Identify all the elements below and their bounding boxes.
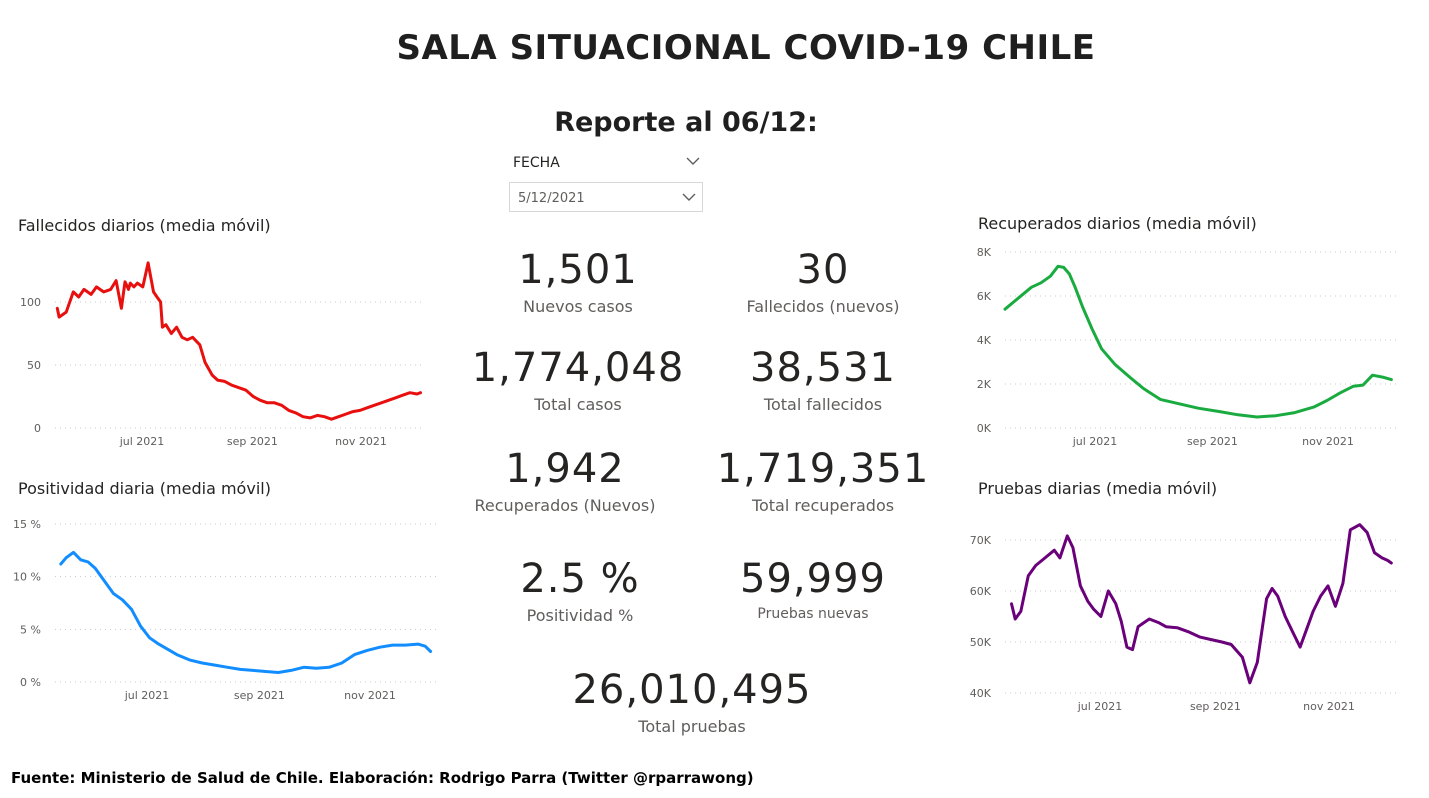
fecha-dropdown[interactable]: 5/12/2021 [509, 182, 703, 212]
y-tick-label: 0 % [20, 676, 41, 689]
kpi-value: 30 [796, 247, 850, 293]
kpi-value: 1,942 [505, 446, 625, 492]
report-date-subtitle: Reporte al 06/12: [554, 107, 818, 138]
x-tick-label: nov 2021 [1302, 435, 1354, 448]
kpi-positividad: 2.5 % Positividad % [470, 556, 690, 625]
kpi-fallecidos-nuevos: 30 Fallecidos (nuevos) [713, 247, 933, 316]
x-tick-label: jul 2021 [124, 689, 170, 702]
y-tick-label: 2K [977, 378, 992, 391]
x-tick-label: sep 2021 [1187, 435, 1238, 448]
y-tick-label: 4K [977, 334, 992, 347]
kpi-label: Pruebas nuevas [757, 606, 869, 622]
kpi-label: Positividad % [526, 606, 634, 625]
x-tick-label: sep 2021 [234, 689, 285, 702]
kpi-recuperados-nuevos: 1,942 Recuperados (Nuevos) [455, 446, 675, 515]
chevron-down-icon[interactable] [684, 152, 702, 170]
kpi-label: Total fallecidos [763, 395, 883, 414]
chart-title-fallecidos: Fallecidos diarios (media móvil) [18, 216, 271, 235]
y-tick-label: 40K [970, 687, 992, 700]
x-tick-label: sep 2021 [227, 435, 278, 448]
series-line[interactable] [55, 261, 422, 421]
kpi-total-pruebas: 26,010,495 Total pruebas [552, 667, 832, 736]
chevron-down-icon [682, 193, 696, 201]
x-tick-label: jul 2021 [1077, 700, 1123, 713]
kpi-total-fallecidos: 38,531 Total fallecidos [703, 345, 943, 414]
series-line[interactable] [59, 550, 433, 674]
y-tick-label: 6K [977, 290, 992, 303]
x-tick-label: jul 2021 [1072, 435, 1118, 448]
y-tick-label: 0 [34, 422, 41, 435]
y-tick-label: 70K [970, 534, 992, 547]
y-tick-label: 5 % [20, 623, 41, 636]
series-line[interactable] [1003, 264, 1393, 419]
y-tick-label: 50K [970, 636, 992, 649]
y-tick-label: 8K [977, 246, 992, 259]
x-tick-label: sep 2021 [1190, 700, 1241, 713]
x-tick-label: nov 2021 [344, 689, 396, 702]
recuperados-line-chart[interactable]: 0K 2K 4K 6K 8K jul 2021 sep 2021 nov 2021 [960, 240, 1410, 455]
kpi-value: 26,010,495 [572, 667, 812, 713]
pruebas-line-chart[interactable]: 40K 50K 60K 70K jul 2021 sep 2021 nov 2021 [960, 520, 1410, 720]
fecha-dropdown-value: 5/12/2021 [518, 191, 585, 206]
source-footer: Fuente: Ministerio de Salud de Chile. El… [11, 769, 754, 787]
kpi-total-casos: 1,774,048 Total casos [458, 345, 698, 414]
y-tick-label: 15 % [13, 518, 41, 531]
kpi-label: Total pruebas [638, 717, 746, 736]
fallecidos-line-chart[interactable]: 0 50 100 jul 2021 sep 2021 nov 2021 [0, 255, 450, 455]
y-tick-label: 100 [20, 296, 41, 309]
y-tick-label: 0K [977, 422, 992, 435]
kpi-total-recuperados: 1,719,351 Total recuperados [703, 446, 943, 515]
y-tick-label: 10 % [13, 571, 41, 584]
kpi-nuevos-casos: 1,501 Nuevos casos [468, 247, 688, 316]
kpi-label: Total recuperados [751, 496, 895, 515]
y-tick-label: 50 [27, 359, 41, 372]
x-tick-label: nov 2021 [1303, 700, 1355, 713]
y-tick-label: 60K [970, 585, 992, 598]
series-line[interactable] [1010, 523, 1393, 685]
page-title: SALA SITUACIONAL COVID-19 CHILE [396, 28, 1096, 68]
kpi-label: Recuperados (Nuevos) [474, 496, 656, 515]
x-tick-label: jul 2021 [119, 435, 165, 448]
kpi-value: 1,501 [518, 247, 638, 293]
kpi-pruebas-nuevas: 59,999 Pruebas nuevas [703, 556, 923, 622]
chart-title-positividad: Positividad diaria (media móvil) [18, 479, 271, 498]
kpi-value: 2.5 % [520, 556, 640, 602]
kpi-label: Nuevos casos [523, 297, 633, 316]
fecha-slicer-label: FECHA [513, 155, 560, 171]
kpi-value: 1,719,351 [716, 446, 930, 492]
kpi-label: Total casos [534, 395, 622, 414]
x-tick-label: nov 2021 [335, 435, 387, 448]
chart-title-recuperados: Recuperados diarios (media móvil) [978, 214, 1257, 233]
kpi-value: 1,774,048 [471, 345, 685, 391]
kpi-value: 38,531 [750, 345, 896, 391]
kpi-value: 59,999 [740, 556, 886, 602]
chart-title-pruebas: Pruebas diarias (media móvil) [978, 479, 1218, 498]
kpi-label: Fallecidos (nuevos) [746, 297, 900, 316]
positividad-line-chart[interactable]: 0 % 5 % 10 % 15 % jul 2021 sep 2021 nov 2021 [0, 515, 450, 715]
